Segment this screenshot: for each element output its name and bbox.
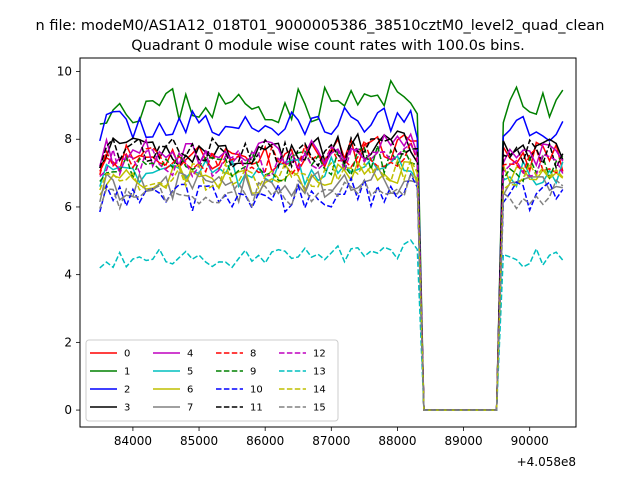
y-tick-label: 8 <box>64 132 72 146</box>
legend-label-2: 2 <box>124 385 130 396</box>
legend-label-4: 4 <box>187 349 193 360</box>
legend-label-6: 6 <box>187 385 193 396</box>
series-layer <box>99 78 564 411</box>
x-offset-label: +4.058e8 <box>517 455 576 469</box>
legend-label-8: 8 <box>250 349 256 360</box>
y-tick-label: 10 <box>57 65 72 79</box>
series-line-9 <box>99 142 564 411</box>
legend-label-11: 11 <box>250 403 263 414</box>
x-tick-label: 89000 <box>444 434 482 448</box>
legend-label-5: 5 <box>187 367 193 378</box>
y-tick-label: 4 <box>64 268 72 282</box>
x-tick-label: 88000 <box>378 434 416 448</box>
legend-label-14: 14 <box>313 385 326 396</box>
legend-box <box>85 339 339 422</box>
y-tick-label: 2 <box>64 335 72 349</box>
legend-label-9: 9 <box>250 367 256 378</box>
series-line-15 <box>99 171 564 411</box>
y-tick-label: 6 <box>64 200 72 214</box>
legend-label-0: 0 <box>124 349 130 360</box>
x-tick-label: 84000 <box>114 434 152 448</box>
x-tick-label: 86000 <box>246 434 284 448</box>
legend-label-15: 15 <box>313 403 326 414</box>
legend-label-12: 12 <box>313 349 326 360</box>
x-tick-label: 87000 <box>312 434 350 448</box>
figure-suptitle: n file: modeM0/AS1A12_018T01_9000005386_… <box>36 18 605 34</box>
legend-label-7: 7 <box>187 403 193 414</box>
legend-label-3: 3 <box>124 403 130 414</box>
series-line-12 <box>99 143 564 411</box>
chart-title: Quadrant 0 module wise count rates with … <box>131 38 525 54</box>
plot-frame <box>79 57 577 428</box>
y-tick-label: 0 <box>64 403 72 417</box>
legend-label-13: 13 <box>313 367 326 378</box>
legend-label-1: 1 <box>124 367 130 378</box>
y-axis: 0 2 4 6 8 10 <box>57 65 80 417</box>
series-line-14 <box>99 157 564 411</box>
x-axis: 84000 85000 86000 87000 88000 89000 90000 <box>114 427 549 448</box>
legend-label-10: 10 <box>250 385 263 396</box>
x-tick-label: 85000 <box>180 434 218 448</box>
x-tick-label: 90000 <box>511 434 549 448</box>
